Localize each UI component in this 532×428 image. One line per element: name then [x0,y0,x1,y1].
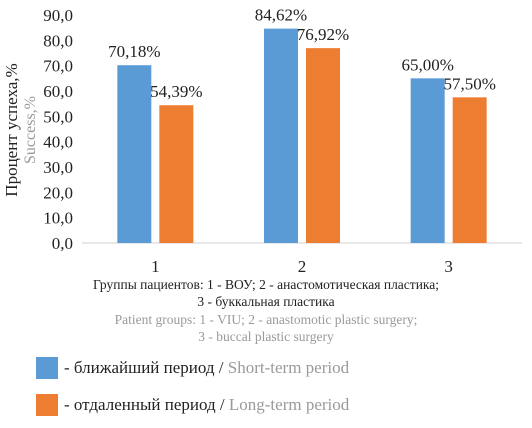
bar [117,65,152,243]
x-axis-ticks: 1 2 3 [151,257,453,276]
bar [452,97,487,243]
bar [306,48,340,243]
x-axis-label-ru: Группы пациентов: 1 - ВОУ; 2 - анастомот… [0,276,532,310]
legend-item-short-term: - ближайший период / Short-term period [36,354,516,382]
legend: - ближайший период / Short-term period -… [36,354,516,428]
y-tick-label: 90,0 [43,6,73,25]
y-tick-label: 20,0 [43,183,73,202]
x-axis-label-en: Patient groups: 1 - VIU; 2 - anastomotic… [0,311,532,345]
legend-label-ru: - ближайший период [64,358,215,377]
x-axis-label-ru-line-2: 3 - буккальная пластика [197,294,335,309]
legend-item-long-term: - отдаленный период / Long-term period [36,391,516,419]
data-label: 65,00% [401,55,453,74]
bar [264,28,298,243]
data-label: 84,62% [255,6,307,25]
y-tick-label: 10,0 [43,209,73,228]
x-axis-label-en-line-2: 3 - buccal plastic surgery [198,329,334,344]
y-tick-label: 0,0 [52,234,73,253]
x-axis-label-en-line-1: Patient groups: 1 - VIU; 2 - anastomotic… [114,312,418,327]
y-axis-label: Процент успеха,% Success,% [2,63,39,196]
data-label: 70,18% [108,42,160,61]
legend-separator: / [214,358,228,377]
legend-label-en: Long-term period [228,395,350,414]
y-tick-label: 50,0 [43,107,73,126]
y-axis-label-en: Success,% [22,96,39,164]
bar-chart: Процент успеха,% Success,% 0,010,020,030… [2,6,522,276]
y-tick-label: 70,0 [43,57,73,76]
x-axis-label-ru-line-1: Группы пациентов: 1 - ВОУ; 2 - анастомот… [92,277,440,292]
y-tick-label: 60,0 [43,82,73,101]
x-tick-label: 1 [151,257,160,276]
legend-swatch-short-term [36,357,58,379]
data-label: 76,92% [297,25,349,44]
legend-separator: / [215,395,229,414]
legend-swatch-long-term [36,394,58,416]
x-tick-label: 3 [444,257,453,276]
data-label: 57,50% [443,74,495,93]
x-tick-label: 2 [298,257,307,276]
data-label: 54,39% [150,82,202,101]
bar [159,105,194,243]
legend-label-en: Short-term period [227,358,350,377]
y-tick-label: 40,0 [43,133,73,152]
y-tick-label: 30,0 [43,158,73,177]
y-axis-label-ru: Процент успеха,% [2,63,21,196]
y-tick-label: 80,0 [43,31,73,50]
legend-label-ru: - отдаленный период [64,395,216,414]
bars [117,28,487,243]
data-labels: 70,18% 54,39% 84,62%76,92% 65,00%57,50% [108,6,496,102]
y-axis-ticks: 0,0 10,0 20,0 30,0 40,0 50,0 60,0 70,0 80,0 90,0 [43,6,73,253]
bar [410,78,445,243]
